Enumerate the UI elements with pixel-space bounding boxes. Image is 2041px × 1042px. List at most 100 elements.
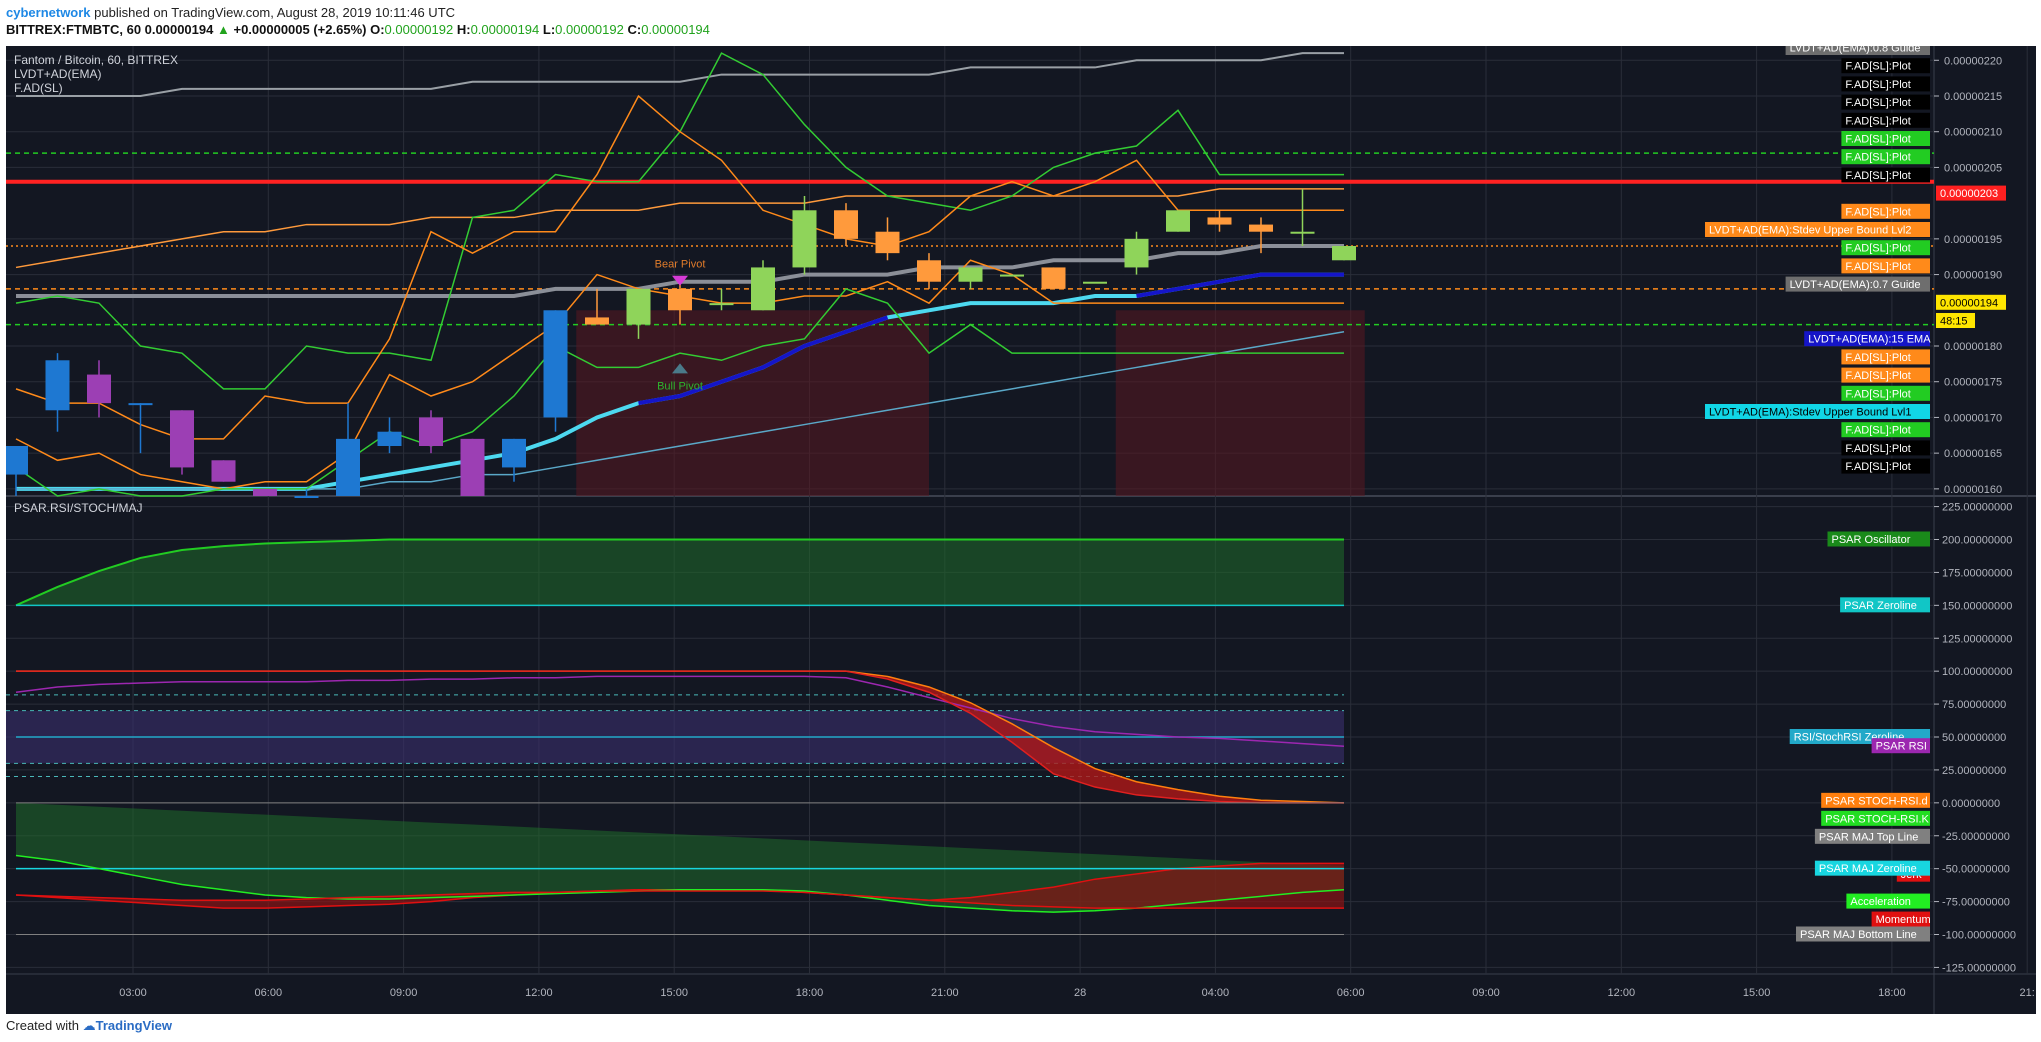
osc-tick-label: 75.00000000 [1942,699,2006,711]
price-change: +0.00000005 (+2.65%) [229,22,367,37]
price-scale-label-bg [1841,76,1930,92]
price-scale-label-bg [1841,94,1930,110]
candle-body [834,210,858,239]
candle-body [1332,246,1356,261]
candle-body [875,231,900,254]
price-scale-label: F.AD[SL]:Plot [1845,61,1910,73]
time-tick-label: 15:00 [660,987,688,999]
price-scale-label-bg [1841,258,1930,274]
candle-body [170,410,194,468]
close-value: 0.00000194 [641,22,710,37]
time-tick-label: 03:00 [119,987,147,999]
price-scale-label: F.AD[SL]:Plot [1845,134,1910,146]
price-scale-label: F.AD[SL]:Plot [1845,425,1910,437]
price-scale-label-bg [1841,367,1930,383]
candle-body [502,438,526,468]
time-tick-label: 12:00 [1608,987,1636,999]
osc-label-bg [1821,810,1930,826]
price-scale-label-bg [1705,404,1930,419]
ema-overlay-line [638,315,889,406]
main-legend-item: LVDT+AD(EMA) [14,67,101,81]
time-tick-label: 18:00 [796,987,824,999]
osc-label: Acceleration [1850,896,1911,908]
price-scale-label: LVDT+AD(EMA):Stdev Upper Bound Lvl2 [1709,225,1911,237]
price-scale-label-bg [1841,203,1930,219]
price-scale-label: F.AD[SL]:Plot [1845,97,1910,109]
osc-tick-label: -25.00000000 [1942,831,2010,843]
time-tick-label: 04:00 [1202,987,1230,999]
candle-body [294,496,319,498]
footer: Created with ☁TradingView [6,1018,172,1034]
price-tick-label: 0.00000195 [1944,234,2002,246]
last-price: 0.00000194 [141,22,214,37]
price-tick-label: 0.00000175 [1944,377,2002,389]
price-scale-label: F.AD[SL]:Plot [1845,170,1910,182]
author-link[interactable]: cybernetwork [6,5,91,20]
ohlc-line: BITTREX:FTMBTC, 60 0.00000194 ▲ +0.00000… [6,21,710,38]
price-scale-label-bg [1936,185,2006,201]
osc-series-line [15,854,1345,913]
osc-label-bg [1840,597,1930,613]
price-scale-label: F.AD[SL]:Plot [1845,79,1910,91]
price-scale-label: F.AD[SL]:Plot [1845,370,1910,382]
osc-series-line [15,675,1345,747]
price-tick-label: 0.00000190 [1944,270,2002,282]
osc-tick-label: 50.00000000 [1942,732,2006,744]
high-label: H: [456,22,471,37]
price-tick-label: 0.00000205 [1944,162,2002,174]
candle-body [1124,238,1149,268]
main-legend-item: Fantom / Bitcoin, 60, BITTREX [14,53,178,67]
osc-label-bg [1814,828,1930,844]
price-scale-label: LVDT+AD(EMA):0.7 Guide [1790,279,1921,291]
price-scale-label-bg [1936,313,1975,328]
price-scale-label: F.AD[SL]:Plot [1845,261,1910,273]
candle-body [1290,231,1315,234]
price-tick-label: 0.00000170 [1944,412,2002,424]
price-tick-label: 0.00000165 [1944,448,2002,460]
price-scale-label: LVDT+AD(EMA):0.8 Guide [1790,46,1921,55]
candle-body [1000,274,1024,277]
bearish-zone [1115,310,1365,496]
price-scale-label-bg [1841,167,1930,183]
osc-legend-item: PSAR.RSI/STOCH/MAJ [14,501,142,515]
up-arrow-icon: ▲ [216,22,230,37]
time-tick-label: 28 [1074,987,1086,999]
price-scale-label-bg [1841,149,1930,165]
price-scale-label: F.AD[SL]:Plot [1845,243,1910,255]
price-scale-label: F.AD[SL]:Plot [1845,152,1910,164]
close-label: C: [627,22,642,37]
price-scale-label: 0.00000194 [1940,297,1998,309]
time-tick-label: 12:00 [525,987,553,999]
price-scale-label: F.AD[SL]:Plot [1845,206,1910,218]
bull-pivot-marker [672,363,688,374]
time-tick-label: 18:00 [1878,987,1906,999]
price-scale-label-bg [1841,58,1930,74]
osc-label: PSAR Zeroline [1844,600,1917,612]
tradingview-brand[interactable]: TradingView [95,1018,172,1033]
low-value: 0.00000192 [555,22,624,37]
price-scale-label-bg [1841,422,1930,438]
price-scale-label-bg [1705,222,1930,237]
price-tick-label: 0.00000215 [1944,91,2002,103]
bear-pivot-marker [672,275,688,286]
price-scale-label: F.AD[SL]:Plot [1845,115,1910,127]
osc-label: PSAR RSI [1876,741,1927,753]
osc-series-line [15,890,1344,909]
low-label: L: [542,22,556,37]
candle-body [626,288,651,325]
chart-canvas[interactable]: 0.00000220 0.00000215 0.00000210 0.00000205… [6,46,2036,1014]
candle-body [751,267,775,311]
open-value: 0.00000192 [384,22,454,37]
price-scale-label-bg [1841,440,1930,456]
candle-body [211,460,236,482]
osc-tick-label: -100.00000000 [1942,930,2016,942]
osc-tick-label: 200.00000000 [1942,535,2012,547]
price-scale-label-bg [1804,331,1930,347]
time-tick-label: 21:00 [931,987,959,999]
osc-tick-label: 100.00000000 [1942,666,2012,678]
osc-label-bg [1846,893,1930,909]
price-scale-label: F.AD[SL]:Plot [1845,461,1910,473]
osc-tick-label: 0.00000000 [1942,798,2000,810]
candle-body [45,360,70,411]
price-scale-label-bg [1936,294,2006,310]
